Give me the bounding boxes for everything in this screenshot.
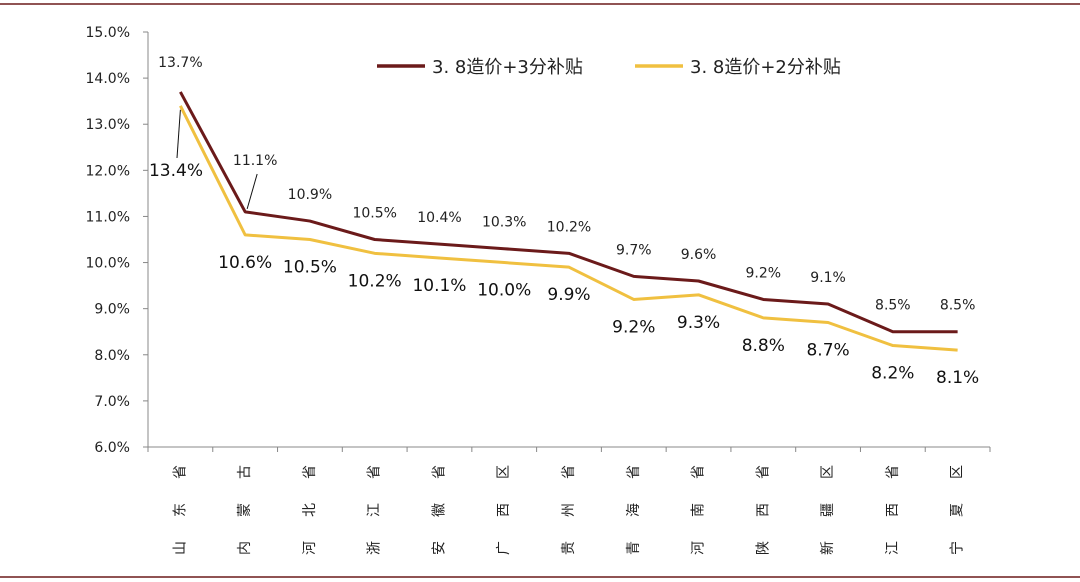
- x-tick-char: 蒙: [237, 503, 253, 517]
- data-label-series-1: 10.5%: [352, 206, 396, 222]
- data-label-series-1: 9.7%: [616, 242, 652, 258]
- data-label-series-1: 11.1%: [233, 153, 277, 169]
- x-tick-label: 江西省: [885, 465, 901, 555]
- x-tick-char: 浙: [367, 541, 383, 555]
- x-tick-char: 青: [626, 541, 642, 555]
- x-tick-char: 徽: [431, 503, 447, 517]
- x-tick-char: 宁: [949, 541, 966, 555]
- x-tick-char: 安: [431, 541, 447, 555]
- x-tick-char: 江: [367, 503, 383, 517]
- data-label-series-1: 8.5%: [875, 298, 911, 314]
- annotation-leader: [176, 109, 181, 159]
- data-label-series-1: 10.2%: [547, 219, 591, 235]
- x-tick-char: 新: [820, 541, 836, 555]
- data-label-series-2: 9.2%: [612, 317, 655, 337]
- x-tick-char: 河: [302, 541, 318, 555]
- x-tick-char: 西: [755, 503, 771, 517]
- data-label-series-2: 10.6%: [218, 253, 272, 273]
- y-tick-label: 12.0%: [86, 163, 130, 179]
- data-label-series-2: 8.7%: [806, 341, 849, 361]
- x-tick-label: 安徽省: [431, 465, 447, 555]
- x-tick-char: 省: [691, 465, 707, 479]
- y-tick-label: 15.0%: [86, 25, 130, 41]
- series-line-2: [179, 105, 958, 352]
- data-label-series-2: 10.5%: [283, 258, 337, 278]
- data-label-series-2: 8.2%: [871, 364, 914, 384]
- data-label-series-1: 10.4%: [417, 210, 461, 226]
- data-label-series-2: 8.8%: [742, 336, 785, 356]
- data-label-series-2: 8.1%: [936, 368, 979, 388]
- data-label-series-1: 10.3%: [482, 215, 526, 231]
- x-tick-char: 陕: [755, 541, 771, 555]
- x-tick-char: 北: [302, 503, 318, 517]
- data-label-series-1: 9.2%: [746, 265, 782, 281]
- y-tick-label: 9.0%: [94, 302, 130, 318]
- x-tick-label: 浙江省: [367, 465, 383, 555]
- y-tick-label: 6.0%: [94, 440, 130, 456]
- x-tick-label: 山东省: [172, 465, 188, 555]
- x-tick-label: 青海省: [626, 465, 642, 555]
- data-label-series-2: 10.1%: [412, 276, 466, 296]
- x-tick-label: 贵州省: [561, 465, 577, 555]
- y-tick-label: 7.0%: [94, 394, 130, 410]
- x-tick-char: 疆: [820, 503, 836, 517]
- data-label-series-2: 13.4%: [149, 161, 203, 181]
- data-label-series-2: 10.2%: [348, 271, 402, 291]
- y-tick-label: 10.0%: [86, 256, 130, 272]
- x-tick-char: 夏: [950, 503, 966, 517]
- x-tick-char: 省: [626, 465, 642, 479]
- data-label-series-1: 13.7%: [158, 55, 202, 71]
- data-label-series-2: 10.0%: [477, 281, 531, 301]
- x-tick-label: 内蒙古: [237, 465, 253, 555]
- data-label-series-2: 9.3%: [677, 313, 720, 333]
- x-tick-char: 河: [691, 541, 707, 555]
- x-tick-char: 西: [496, 503, 512, 517]
- x-tick-char: 西: [885, 503, 901, 517]
- y-tick-label: 8.0%: [94, 348, 130, 364]
- y-tick-label: 14.0%: [86, 71, 130, 87]
- x-tick-char: 内: [237, 541, 253, 555]
- x-tick-char: 南: [691, 503, 707, 517]
- x-tick-label: 新疆区: [820, 465, 836, 555]
- x-tick-char: 山: [172, 541, 188, 555]
- x-tick-char: 贵: [561, 541, 577, 555]
- data-label-series-1: 9.6%: [681, 247, 717, 263]
- data-label-series-1: 9.1%: [810, 270, 846, 286]
- x-tick-char: 省: [367, 465, 383, 479]
- y-tick-label: 13.0%: [86, 117, 130, 133]
- x-tick-char: 州: [561, 503, 577, 517]
- x-tick-label: 宁夏区: [949, 465, 966, 555]
- x-tick-char: 省: [755, 465, 771, 479]
- x-tick-char: 江: [885, 541, 901, 555]
- x-tick-char: 区: [496, 465, 512, 479]
- x-tick-char: 省: [561, 465, 577, 479]
- x-tick-char: 省: [172, 465, 188, 479]
- x-tick-char: 区: [820, 465, 836, 479]
- data-label-series-1: 8.5%: [940, 298, 976, 314]
- legend-label-2: 3. 8造价+2分补贴: [690, 57, 841, 78]
- x-tick-char: 东: [172, 503, 188, 517]
- data-label-series-2: 9.9%: [547, 285, 590, 305]
- x-tick-char: 省: [302, 465, 318, 479]
- legend-label-1: 3. 8造价+3分补贴: [432, 57, 583, 78]
- y-tick-label: 11.0%: [86, 209, 130, 225]
- x-tick-label: 广西区: [496, 465, 512, 555]
- x-tick-label: 陕西省: [755, 465, 771, 555]
- x-tick-label: 河北省: [302, 465, 318, 555]
- x-tick-char: 省: [885, 465, 901, 479]
- data-label-series-1: 10.9%: [288, 187, 332, 203]
- x-tick-char: 省: [431, 465, 447, 479]
- x-tick-char: 海: [626, 503, 642, 517]
- series-line-1: [179, 91, 958, 334]
- x-tick-char: 区: [950, 465, 966, 479]
- x-tick-char: 广: [496, 541, 512, 555]
- x-tick-label: 河南省: [691, 465, 707, 555]
- annotation-leader: [246, 173, 258, 209]
- x-tick-char: 古: [237, 465, 253, 479]
